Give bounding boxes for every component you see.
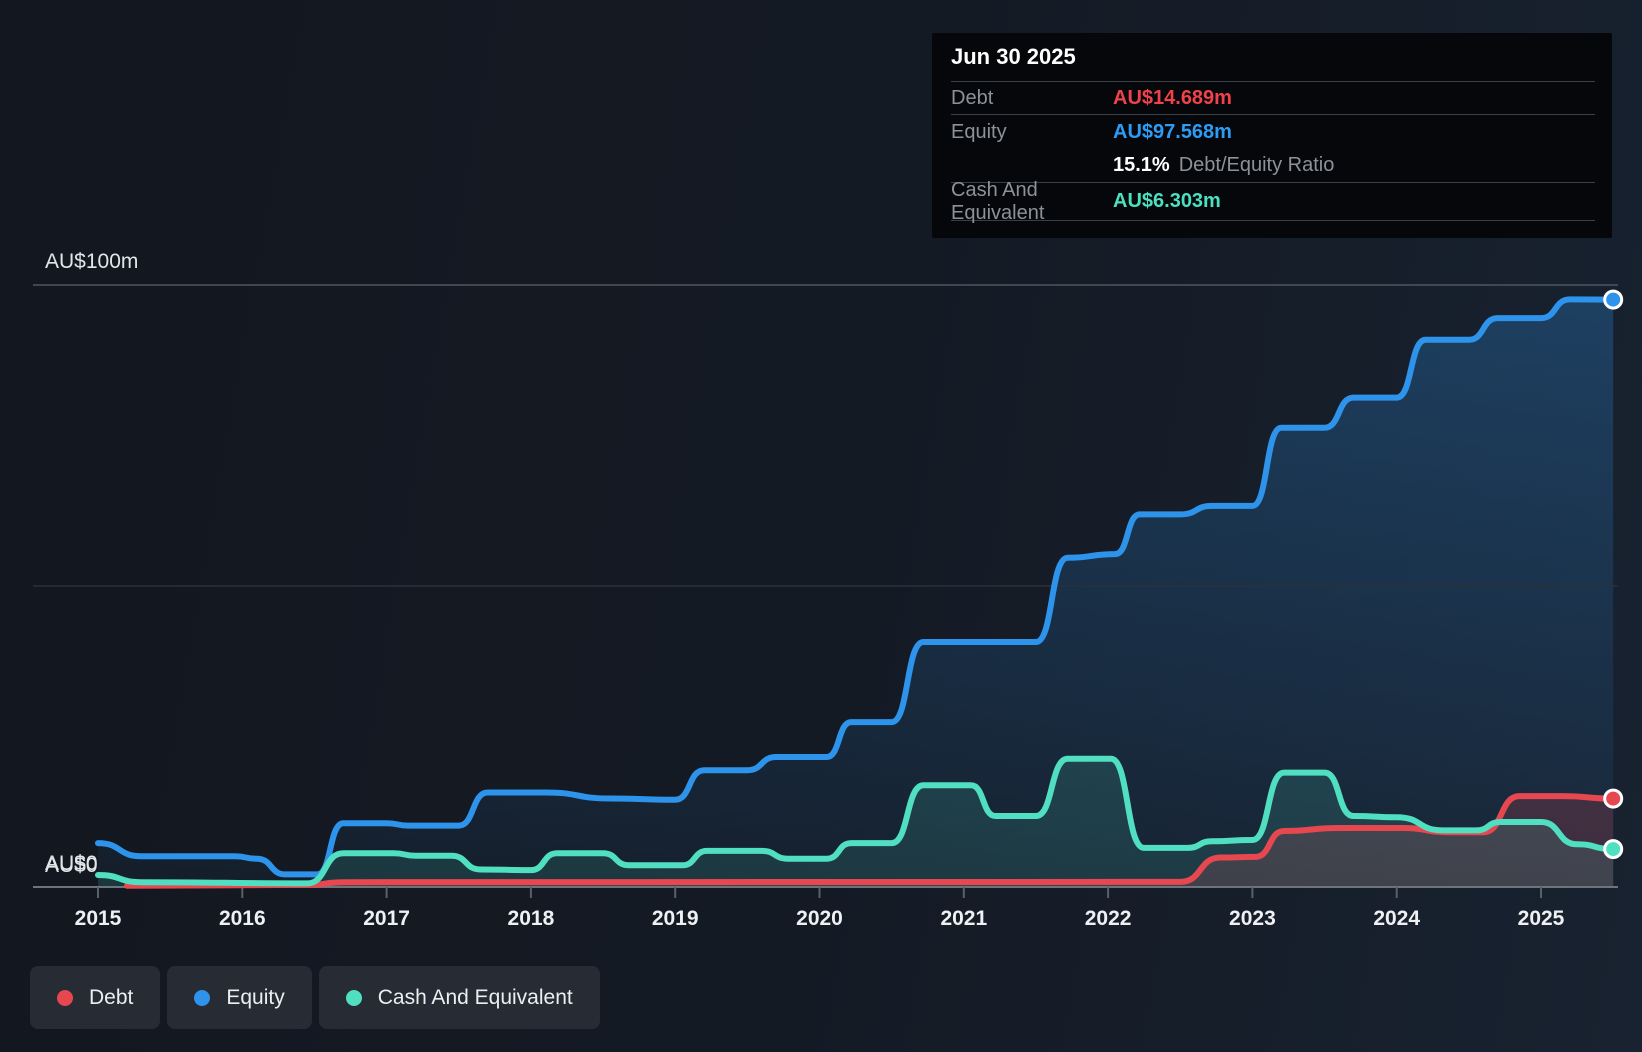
debt-end-marker[interactable] <box>1603 788 1624 809</box>
chart-legend: Debt Equity Cash And Equivalent <box>30 966 600 1029</box>
debt-series-dot-icon <box>57 989 73 1006</box>
tooltip-debt-value: AU$14.689m <box>1113 86 1232 109</box>
cash-and-equivalent-line <box>95 755 1617 887</box>
tooltip-cash-label: Cash And Equivalent <box>951 178 1045 224</box>
legend-item-equity[interactable]: Equity <box>167 966 312 1029</box>
series-end-markers <box>1603 289 1624 860</box>
tooltip-row-equity: Equity AU$97.568m <box>951 115 1595 149</box>
tooltip-row-cash: Cash And Equivalent AU$6.303m <box>951 179 1595 224</box>
x-axis-label: 2017 <box>363 907 410 930</box>
x-axis-label: 2019 <box>652 907 699 930</box>
cash-series-dot-icon <box>345 989 362 1006</box>
tooltip-date: Jun 30 2025 <box>951 33 1595 82</box>
y-axis-label: AU$0 <box>45 852 98 875</box>
tooltip-row-debt: Debt AU$14.689m <box>951 82 1595 115</box>
cash-and-equivalent-end-marker[interactable] <box>1603 839 1624 860</box>
x-axis-label: 2021 <box>940 907 987 930</box>
tooltip-row-ratio: 15.1% Debt/Equity Ratio <box>951 149 1595 183</box>
x-axis-label: 2024 <box>1373 907 1420 930</box>
x-axis-label: 2018 <box>508 907 555 930</box>
tooltip-equity-value: AU$97.568m <box>1113 120 1232 143</box>
equity-end-marker[interactable] <box>1603 289 1624 310</box>
tooltip-ratio-value: 15.1% <box>1113 154 1170 176</box>
legend-debt-label: Debt <box>89 985 134 1009</box>
tooltip-ratio-label: Debt/Equity Ratio <box>1178 154 1335 176</box>
equity-area <box>98 299 1614 887</box>
axis-ticks <box>97 887 1542 898</box>
x-axis-label: 2022 <box>1085 907 1132 930</box>
x-axis-label: 2023 <box>1229 907 1276 930</box>
legend-equity-label: Equity <box>226 985 285 1009</box>
x-axis-label: 2016 <box>219 907 266 930</box>
legend-item-debt[interactable]: Debt <box>30 966 161 1029</box>
tooltip-cash-value: AU$6.303m <box>1113 190 1221 212</box>
tooltip-debt-label: Debt <box>951 86 994 109</box>
x-axis-label: 2025 <box>1518 907 1565 930</box>
x-axis-label: 2020 <box>796 907 843 930</box>
chart-tooltip: Jun 30 2025 Debt AU$14.689m Equity AU$97… <box>932 33 1612 238</box>
x-axis-label: 2015 <box>75 907 122 930</box>
legend-item-cash[interactable]: Cash And Equivalent <box>318 966 600 1029</box>
series-lines <box>95 296 1617 889</box>
tooltip-equity-label: Equity <box>951 120 1007 143</box>
series-areas <box>98 299 1614 887</box>
equity-series-dot-icon <box>194 989 211 1006</box>
y-axis-zero-label: AU$0 <box>45 854 98 877</box>
equity-line <box>95 296 1617 878</box>
y-axis-label: AU$100m <box>45 250 138 273</box>
legend-cash-label: Cash And Equivalent <box>377 985 573 1009</box>
